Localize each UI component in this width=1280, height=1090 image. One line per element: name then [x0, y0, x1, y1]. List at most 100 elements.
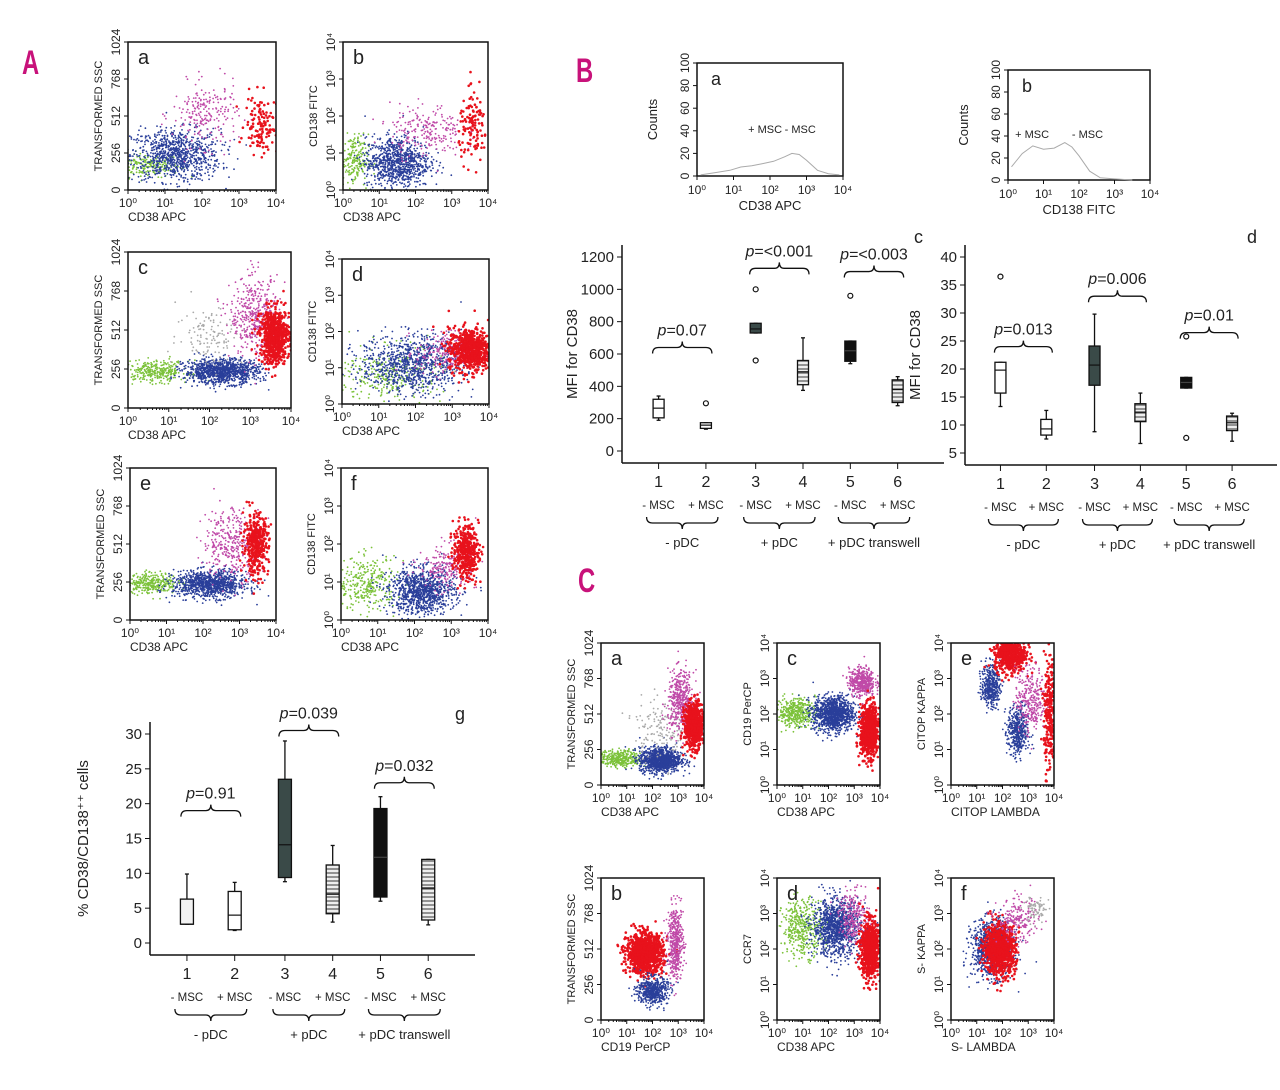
- event-dot: [349, 165, 352, 168]
- event-dot: [434, 194, 436, 196]
- event-dot: [186, 138, 188, 141]
- event-dot: [358, 156, 361, 159]
- subpanel-label: a: [138, 47, 150, 69]
- y-tick-label: 10³: [324, 70, 338, 87]
- event-dot: [232, 366, 235, 369]
- event-dot: [247, 291, 250, 294]
- event-dot: [246, 326, 249, 329]
- event-dot: [231, 117, 234, 120]
- population-magenta: [160, 67, 253, 163]
- event-dot: [282, 289, 285, 293]
- event-dot: [182, 377, 185, 380]
- event-dot: [173, 147, 176, 150]
- event-dot: [133, 369, 136, 372]
- event-dot: [182, 124, 185, 126]
- event-dot: [441, 116, 443, 118]
- event-dot: [185, 111, 188, 113]
- event-dot: [146, 371, 148, 373]
- event-dot: [376, 165, 378, 168]
- event-dot: [271, 141, 274, 144]
- event-dot: [257, 303, 260, 305]
- event-dot: [213, 382, 216, 384]
- event-dot: [228, 153, 231, 156]
- event-dot: [349, 173, 352, 176]
- event-dot: [384, 152, 387, 155]
- event-dot: [208, 102, 211, 104]
- event-dot: [258, 141, 262, 145]
- event-dot: [362, 152, 364, 154]
- event-dot: [431, 164, 434, 167]
- event-dot: [393, 181, 395, 184]
- event-dot: [168, 358, 171, 360]
- event-dot: [253, 333, 255, 335]
- event-dot: [226, 385, 229, 388]
- event-dot: [145, 173, 147, 176]
- event-dot: [255, 357, 258, 360]
- event-dot: [422, 182, 425, 185]
- event-dot: [160, 176, 163, 179]
- event-dot: [344, 171, 347, 173]
- event-dot: [112, 141, 114, 143]
- event-dot: [400, 124, 402, 127]
- event-dot: [180, 176, 183, 178]
- event-dot: [161, 364, 164, 366]
- event-dot: [232, 77, 234, 80]
- event-dot: [146, 154, 149, 157]
- event-dot: [188, 164, 191, 166]
- event-dot: [198, 114, 201, 116]
- event-dot: [202, 328, 205, 331]
- event-dot: [170, 174, 173, 177]
- event-dot: [239, 336, 242, 339]
- event-dot: [253, 369, 256, 372]
- event-dot: [191, 173, 194, 175]
- event-dot: [359, 165, 362, 168]
- event-dot: [237, 371, 240, 374]
- event-dot: [197, 371, 200, 373]
- event-dot: [144, 159, 147, 162]
- event-dot: [449, 146, 451, 149]
- event-dot: [259, 101, 262, 104]
- event-dot: [116, 166, 118, 168]
- event-dot: [140, 372, 143, 374]
- event-dot: [202, 358, 205, 361]
- event-dot: [219, 356, 221, 358]
- event-dot: [232, 315, 235, 318]
- event-dot: [237, 107, 240, 110]
- event-dot: [149, 170, 152, 172]
- event-dot: [154, 173, 157, 176]
- event-dot: [186, 148, 189, 151]
- event-dot: [164, 175, 167, 178]
- event-dot: [239, 311, 242, 314]
- event-dot: [422, 174, 425, 177]
- event-dot: [249, 288, 252, 291]
- event-dot: [205, 166, 208, 168]
- event-dot: [409, 120, 411, 123]
- event-dot: [186, 315, 188, 317]
- event-dot: [437, 134, 440, 137]
- event-dot: [452, 132, 454, 135]
- event-dot: [359, 162, 362, 165]
- event-dot: [217, 345, 219, 348]
- event-dot: [189, 366, 192, 369]
- event-dot: [189, 372, 192, 375]
- event-dot: [198, 362, 201, 365]
- event-dot: [229, 139, 232, 142]
- event-dot: [398, 112, 401, 114]
- event-dot: [246, 120, 250, 124]
- event-dot: [235, 306, 237, 309]
- event-dot: [130, 171, 133, 174]
- event-dot: [182, 163, 184, 166]
- event-dot: [352, 145, 355, 147]
- event-dot: [178, 178, 180, 181]
- event-dot: [416, 136, 419, 139]
- event-dot: [372, 192, 374, 194]
- event-dot: [224, 381, 227, 383]
- event-dot: [415, 150, 417, 152]
- event-dot: [215, 367, 218, 370]
- event-dot: [349, 153, 351, 156]
- event-dot: [473, 145, 476, 148]
- y-tick-label: 10⁴: [324, 33, 338, 52]
- event-dot: [179, 386, 182, 389]
- event-dot: [176, 149, 178, 151]
- event-dot: [404, 134, 407, 137]
